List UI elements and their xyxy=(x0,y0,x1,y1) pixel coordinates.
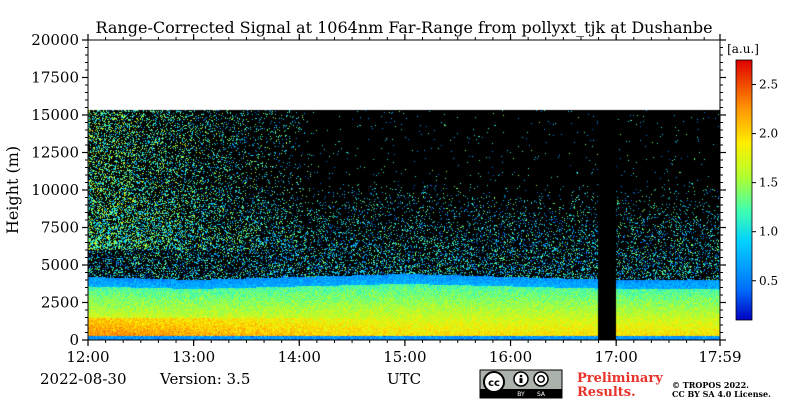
x-tick-label: 13:00 xyxy=(172,348,215,366)
colorbar-tick-label: 1.0 xyxy=(759,225,778,239)
y-tick-label: 0 xyxy=(69,331,79,349)
x-tick-label: 12:00 xyxy=(66,348,109,366)
svg-text:SA: SA xyxy=(537,391,546,398)
svg-text:cc: cc xyxy=(488,378,500,389)
colorbar-tick-label: 2.0 xyxy=(759,127,778,141)
colorbar-unit: [a.u.] xyxy=(727,42,759,56)
copyright-line1: © TROPOS 2022. xyxy=(672,380,749,390)
cc-icon xyxy=(483,371,505,393)
colorbar-tick-label: 2.5 xyxy=(759,78,778,92)
preliminary-label-line1: Preliminary xyxy=(577,371,663,386)
rcs-heatmap xyxy=(88,40,720,340)
sa-icon xyxy=(533,371,549,387)
x-tick-label: 17:59 xyxy=(698,348,741,366)
y-tick-label: 5000 xyxy=(41,256,79,274)
y-tick-label: 10000 xyxy=(31,181,79,199)
x-tick-label: 16:00 xyxy=(489,348,532,366)
x-tick-label: 14:00 xyxy=(278,348,321,366)
y-tick-label: 2500 xyxy=(41,294,79,312)
colorbar-ticks: 0.5 1.0 1.5 2.0 2.5 xyxy=(752,78,778,288)
y-tick-label: 7500 xyxy=(41,219,79,237)
y-axis-label: Height (m) xyxy=(3,146,22,234)
colorbar-tick-label: 0.5 xyxy=(759,274,778,288)
x-axis-label: UTC xyxy=(387,370,421,388)
y-tick-label: 17500 xyxy=(31,69,79,87)
y-tick-label: 20000 xyxy=(31,31,79,49)
preliminary-label-line2: Results. xyxy=(577,385,636,400)
footer-version: Version: 3.5 xyxy=(159,370,250,388)
heatmap-container xyxy=(88,40,720,340)
svg-text:BY: BY xyxy=(517,391,525,398)
x-axis: 12:00 13:00 14:00 15:00 16:00 17:00 17:59 xyxy=(66,34,742,366)
chart-title: Range-Corrected Signal at 1064nm Far-Ran… xyxy=(95,18,712,37)
footer-date: 2022-08-30 xyxy=(40,370,126,388)
colorbar-tick-label: 1.5 xyxy=(759,176,778,190)
copyright-line2: CC BY SA 4.0 License. xyxy=(672,389,771,399)
y-axis: 0 2500 5000 7500 10000 12500 15000 17500 20000 xyxy=(31,31,726,349)
colorbar xyxy=(735,59,753,321)
x-tick-label: 15:00 xyxy=(383,348,426,366)
y-tick-label: 15000 xyxy=(31,106,79,124)
cc-license-badge: cc BY SA xyxy=(479,369,563,399)
y-tick-label: 12500 xyxy=(31,144,79,162)
x-tick-label: 17:00 xyxy=(595,348,638,366)
